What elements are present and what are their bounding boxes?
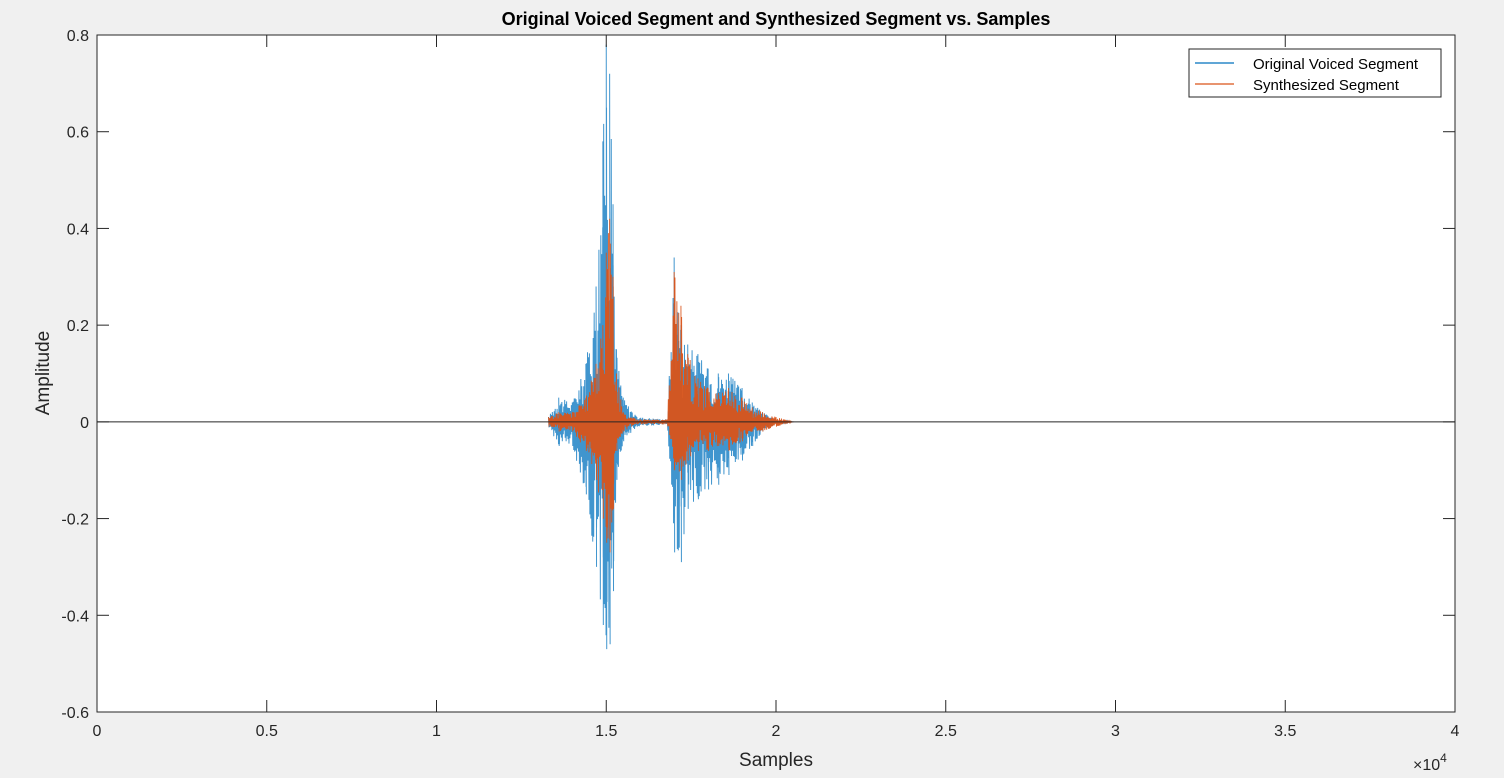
legend-entry-synthesized: Synthesized Segment [1253, 77, 1400, 94]
x-axis-label: Samples [739, 750, 813, 771]
y-tick-label: 0.6 [67, 125, 89, 142]
x-tick-label: 1 [432, 723, 441, 740]
x-tick-label: 4 [1451, 723, 1460, 740]
x-tick-label: 1.5 [595, 723, 617, 740]
legend-entry-original: Original Voiced Segment [1253, 56, 1419, 73]
y-tick-label: -0.6 [61, 705, 89, 722]
chart-title: Original Voiced Segment and Synthesized … [502, 9, 1051, 29]
x-tick-label: 0 [93, 723, 102, 740]
y-axis-ticks: -0.6 -0.4 -0.2 0 0.2 0.4 0.6 0.8 [61, 28, 1455, 722]
y-axis-label: Amplitude [33, 331, 54, 416]
y-tick-label: 0.2 [67, 318, 89, 335]
x-tick-label: 3 [1111, 723, 1120, 740]
plot-area [97, 35, 1455, 712]
x-tick-label: 0.5 [256, 723, 278, 740]
x-tick-label: 3.5 [1274, 723, 1296, 740]
legend-box [1188, 48, 1442, 98]
y-tick-label: -0.4 [61, 608, 89, 625]
y-tick-label: 0.4 [67, 221, 89, 238]
x-tick-label: 2 [772, 723, 781, 740]
x-tick-label: 2.5 [935, 723, 957, 740]
x-exponent-label: ×104 [1413, 751, 1447, 774]
x-axis-ticks: 0 0.5 1 1.5 2 2.5 3 3.5 4 [93, 35, 1460, 740]
x-exponent-power: 4 [1440, 751, 1447, 765]
legend: Original Voiced Segment Synthesized Segm… [1188, 48, 1442, 98]
y-tick-label: 0.8 [67, 28, 89, 45]
y-tick-label: 0 [80, 415, 89, 432]
y-tick-label: -0.2 [61, 512, 89, 529]
